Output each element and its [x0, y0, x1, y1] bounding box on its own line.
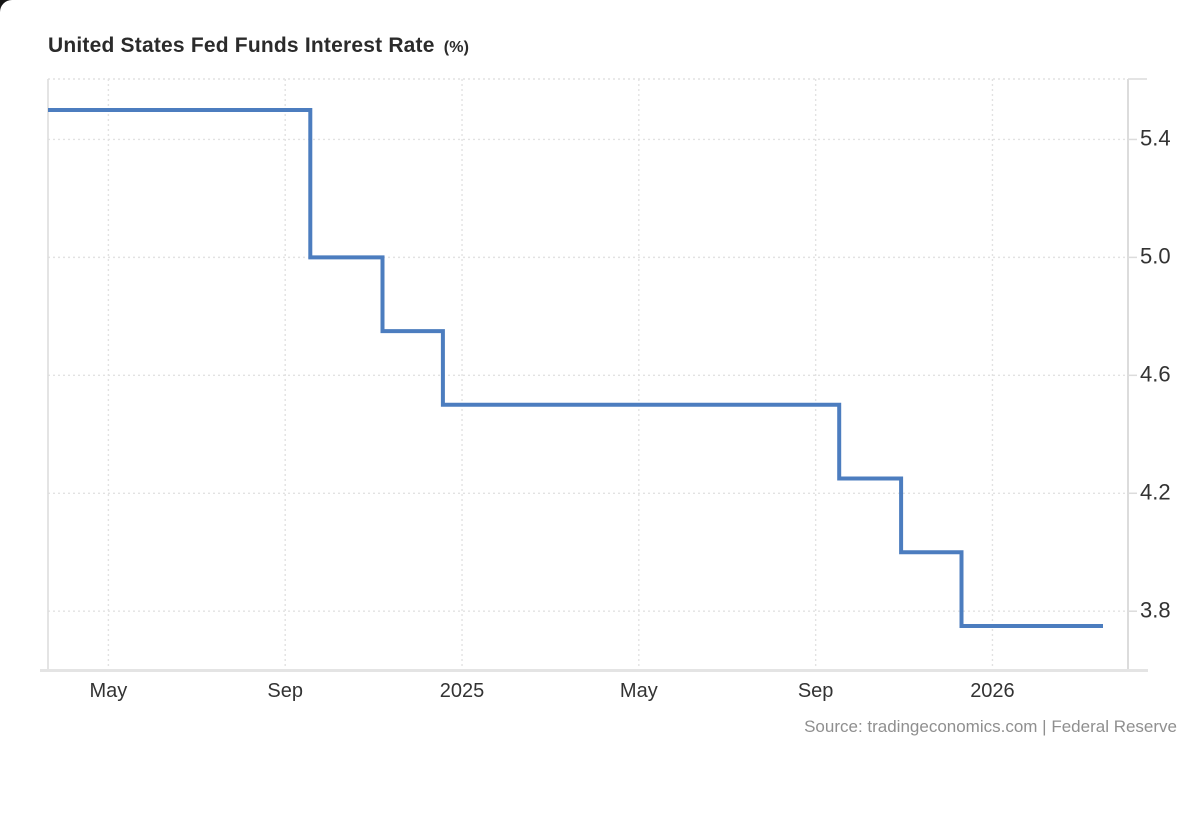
window-corner-artifact	[0, 0, 17, 12]
x-axis-label-2025: 2025	[439, 680, 485, 702]
x-axis-label-2026: 2026	[970, 680, 1015, 702]
x-axis-label-May: May	[619, 680, 658, 702]
x-axis-label-Sep: Sep	[797, 680, 834, 702]
y-axis-label-5.4: 5.4	[1140, 125, 1171, 151]
y-axis-label-4.6: 4.6	[1140, 361, 1171, 387]
x-axis-label-Sep: Sep	[267, 680, 303, 702]
chart-title: United States Fed Funds Interest Rate (%…	[48, 34, 469, 58]
y-axis-label-5.0: 5.0	[1140, 243, 1171, 269]
chart-title-text: United States Fed Funds Interest Rate	[48, 34, 435, 57]
x-axis-label-May: May	[89, 680, 128, 702]
y-axis-label-4.2: 4.2	[1140, 479, 1171, 505]
fed-funds-rate-line[interactable]	[48, 108, 1103, 628]
chart-title-unit: (%)	[443, 39, 470, 56]
source-text: Source: tradingeconomics.com | Federal R…	[804, 717, 1177, 736]
y-axis-label-3.8: 3.8	[1140, 597, 1171, 623]
